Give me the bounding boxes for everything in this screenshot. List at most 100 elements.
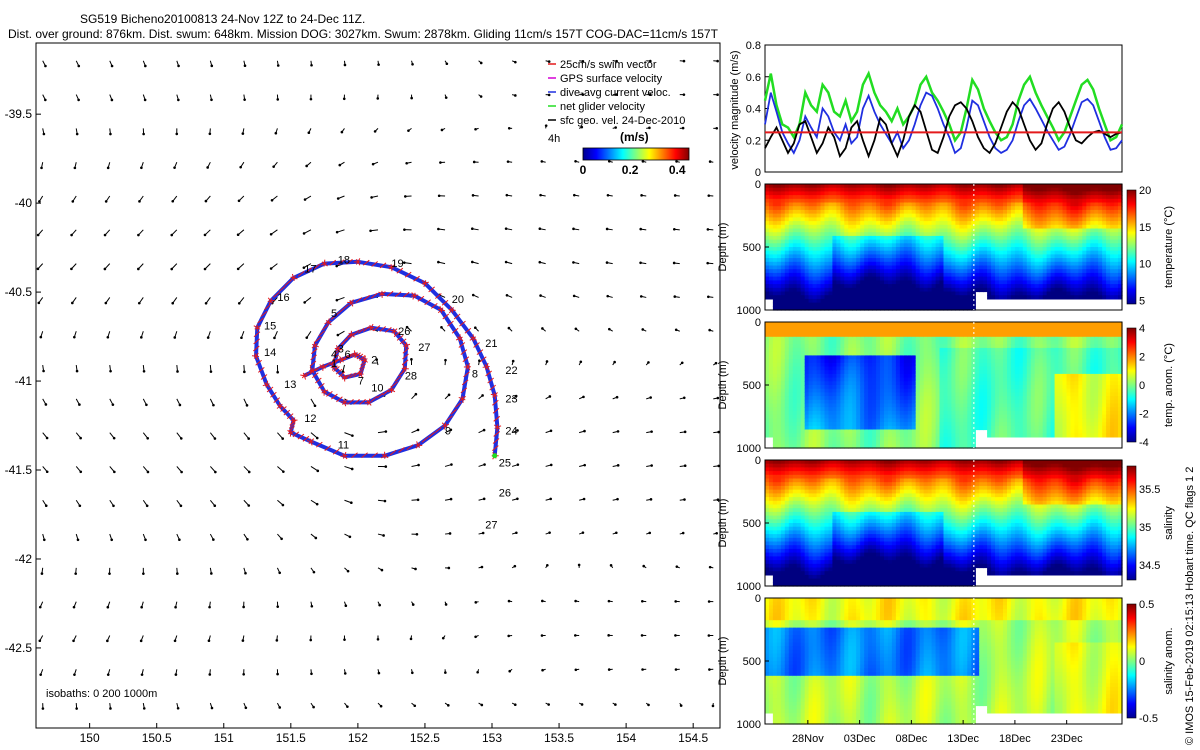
section-cell — [884, 213, 889, 218]
section-cell — [808, 351, 814, 356]
section-cell — [1106, 284, 1111, 289]
section-cell — [891, 184, 897, 189]
section-cell — [899, 287, 905, 293]
section-cell — [868, 291, 873, 296]
section-cell — [983, 202, 988, 207]
section-cell — [967, 265, 972, 270]
swim-vector — [313, 263, 320, 270]
section-cell — [983, 213, 988, 218]
section-cell — [1010, 232, 1016, 237]
section-cell — [784, 440, 790, 445]
section-cell — [1030, 209, 1036, 215]
section-cell — [955, 224, 960, 230]
geo-arrowhead — [377, 63, 380, 66]
section-cell — [844, 355, 849, 360]
section-cell — [951, 184, 956, 189]
section-cell — [868, 217, 873, 222]
section-cell — [927, 276, 933, 281]
section-cell — [1058, 295, 1064, 300]
section-cell — [995, 191, 1000, 196]
section-cell — [1066, 258, 1072, 263]
section-cell — [836, 243, 841, 248]
section-cell — [776, 269, 782, 274]
section-cell — [895, 206, 901, 211]
section-cell — [1098, 272, 1103, 278]
swim-vector — [333, 366, 340, 372]
section-cell — [1034, 276, 1040, 281]
section-cell — [800, 396, 806, 401]
section-cell — [836, 422, 841, 427]
section-cell — [828, 381, 834, 386]
section-cell — [780, 284, 786, 289]
section-cell — [765, 344, 770, 349]
section-cell — [840, 224, 845, 230]
section-cell — [824, 377, 830, 382]
section-cell — [804, 403, 810, 408]
section-cell — [1018, 250, 1024, 255]
swim-vector — [394, 375, 402, 382]
section-cell — [848, 444, 853, 449]
map-ytick-label: -40 — [15, 196, 33, 210]
section-cell — [895, 302, 901, 307]
section-cell — [1054, 243, 1060, 248]
section-cell — [915, 221, 921, 226]
section-cell — [784, 347, 790, 353]
section-cell — [1098, 254, 1103, 259]
section-cell — [796, 265, 802, 270]
section-cell — [991, 221, 996, 226]
geo-arrowhead — [549, 429, 553, 433]
section-cell — [824, 276, 830, 281]
section-cell — [792, 329, 798, 334]
section-cell — [852, 269, 857, 274]
section-cell — [1030, 202, 1036, 207]
section-cell — [864, 280, 869, 285]
section-cell — [899, 291, 905, 296]
geo-arrowhead — [407, 129, 410, 132]
section-cell — [864, 239, 869, 244]
section-cell — [852, 347, 857, 353]
section-cell — [808, 287, 814, 293]
section-cell — [967, 280, 972, 285]
swim-vector — [255, 359, 262, 366]
section-cell — [1118, 206, 1123, 211]
section-cell — [1110, 198, 1115, 204]
section-cell — [852, 202, 857, 207]
section-cell — [919, 239, 925, 244]
section-cell — [772, 221, 778, 226]
section-cell — [860, 198, 865, 204]
section-cell — [1030, 243, 1036, 248]
section-cell — [1058, 217, 1064, 222]
section-cell — [1030, 254, 1036, 259]
section-cell — [828, 385, 834, 390]
section-cell — [832, 265, 837, 270]
section-cell — [836, 388, 841, 393]
section-cell — [772, 235, 778, 241]
section-cell — [792, 195, 798, 200]
section-cell — [1038, 291, 1044, 296]
geo-arrowhead — [309, 97, 313, 101]
swim-vector — [492, 438, 500, 444]
section-cell — [907, 228, 913, 233]
section-cell — [808, 392, 814, 397]
section-cell — [923, 195, 929, 200]
section-cell — [844, 306, 849, 311]
section-cell — [864, 243, 869, 248]
section-cell — [796, 347, 802, 353]
section-cell — [1046, 213, 1052, 218]
section-cell — [852, 235, 857, 241]
section-cell — [1038, 224, 1044, 230]
geo-arrowhead — [103, 267, 107, 271]
section-cell — [769, 247, 774, 252]
section-cell — [828, 410, 834, 416]
section-cell — [999, 258, 1004, 263]
section-cell — [1022, 184, 1028, 189]
section-cell — [963, 221, 968, 226]
section-cell — [888, 261, 893, 267]
geo-arrowhead — [614, 703, 617, 706]
section-cell — [872, 302, 877, 307]
section-cell — [971, 306, 976, 311]
geo-arrowhead — [581, 60, 585, 63]
section-cell — [919, 306, 925, 311]
section-cell — [852, 399, 857, 405]
section-cell — [1110, 191, 1115, 196]
